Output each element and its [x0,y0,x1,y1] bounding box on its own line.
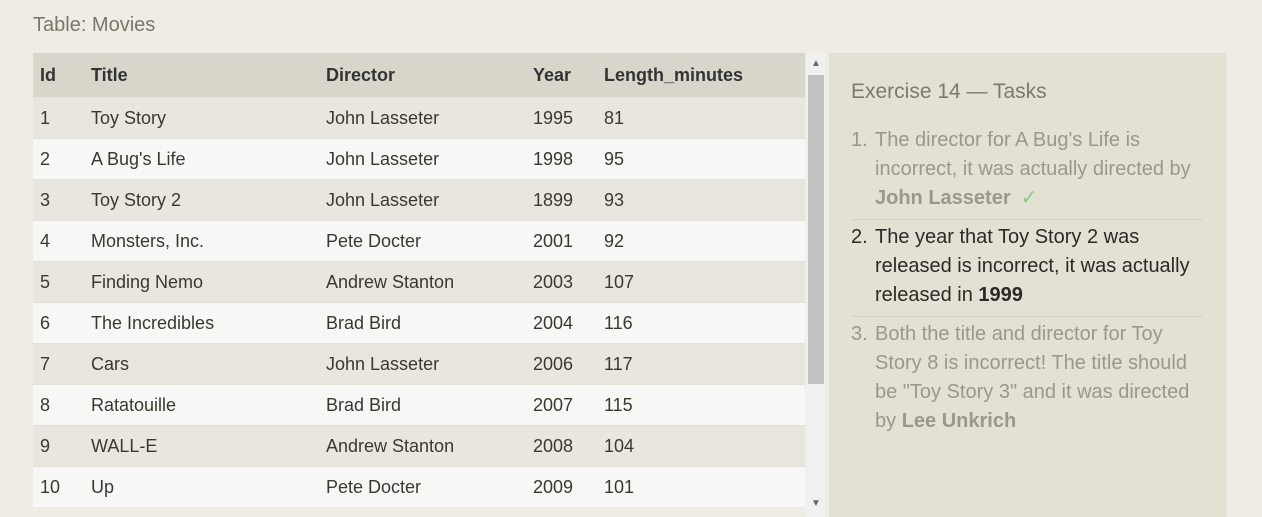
cell-year: 2001 [533,220,604,262]
task-number: 2. [851,226,868,248]
cell-title: Finding Nemo [91,261,326,303]
cell-director: Pete Docter [326,466,533,507]
cell-length: 104 [604,425,805,467]
cell-year: 1899 [533,179,604,221]
cell-director: Andrew Stanton [326,425,533,467]
cell-year: 2009 [533,466,604,507]
cell-title: Toy Story 2 [91,179,326,221]
tasks-list: 1. The director for A Bug's Life is inco… [851,123,1203,442]
table-row: 1 Toy Story John Lasseter 1995 81 [33,97,805,139]
cell-length: 92 [604,220,805,262]
table-caption: Table: Movies [33,14,156,36]
cell-id: 2 [33,138,91,180]
cell-length: 117 [604,343,805,385]
cell-id: 8 [33,384,91,426]
column-header-id: Id [33,53,91,98]
task-description: The year that Toy Story 2 was released i… [875,226,1190,306]
cell-year: 1995 [533,97,604,139]
task-number: 3. [851,323,868,345]
cell-length: 93 [604,179,805,221]
cell-id: 7 [33,343,91,385]
table-row: 3 Toy Story 2 John Lasseter 1899 93 [33,179,805,221]
movies-table-container[interactable]: Id Title Director Year Length_minutes 1 … [33,53,805,517]
scroll-up-arrow-icon[interactable]: ▲ [811,58,821,69]
cell-year: 2003 [533,261,604,303]
task-answer: Lee Unkrich [901,410,1017,432]
cell-id: 10 [33,466,91,507]
cell-title: Toy Story [91,97,326,139]
cell-director: Brad Bird [326,384,533,426]
cell-director: John Lasseter [326,343,533,385]
cell-title: Monsters, Inc. [91,220,326,262]
table-row: 4 Monsters, Inc. Pete Docter 2001 92 [33,220,805,262]
table-row: 6 The Incredibles Brad Bird 2004 116 [33,302,805,344]
column-header-year: Year [533,53,604,98]
table-row: 9 WALL-E Andrew Stanton 2008 104 [33,425,805,467]
table-header-row: Id Title Director Year Length_minutes [33,53,805,98]
cell-id: 5 [33,261,91,303]
table-row: 2 A Bug's Life John Lasseter 1998 95 [33,138,805,180]
cell-title: WALL-E [91,425,326,467]
cell-id: 6 [33,302,91,344]
checkmark-icon: ✓ [1020,187,1038,209]
cell-year: 1998 [533,138,604,180]
cell-year: 2004 [533,302,604,344]
cell-id: 3 [33,179,91,221]
task-item-2: 2. The year that Toy Story 2 was release… [851,220,1203,317]
tasks-title: Exercise 14 — Tasks [851,80,1047,103]
cell-director: Brad Bird [326,302,533,344]
cell-length: 115 [604,384,805,426]
cell-year: 2006 [533,343,604,385]
cell-year: 2008 [533,425,604,467]
task-number: 1. [851,129,868,151]
task-text: Both the title and director for Toy Stor… [875,320,1203,436]
cell-year: 2007 [533,384,604,426]
cell-length: 101 [604,466,805,507]
column-header-director: Director [326,53,533,98]
cell-length: 107 [604,261,805,303]
scroll-down-arrow-icon[interactable]: ▼ [811,498,821,509]
cell-director: Andrew Stanton [326,261,533,303]
table-row: 5 Finding Nemo Andrew Stanton 2003 107 [33,261,805,303]
cell-length: 95 [604,138,805,180]
scrollbar-thumb[interactable] [808,75,824,384]
table-row: 8 Ratatouille Brad Bird 2007 115 [33,384,805,426]
cell-director: Pete Docter [326,220,533,262]
task-item-3: 3. Both the title and director for Toy S… [851,317,1203,442]
cell-director: John Lasseter [326,97,533,139]
table-scrollbar[interactable]: ▲ ▼ [806,53,826,517]
cell-title: Up [91,466,326,507]
cell-title: Ratatouille [91,384,326,426]
cell-title: A Bug's Life [91,138,326,180]
task-answer: 1999 [978,284,1023,306]
cell-title: Cars [91,343,326,385]
cell-id: 9 [33,425,91,467]
task-text: The year that Toy Story 2 was released i… [875,223,1203,310]
task-text: The director for A Bug's Life is incorre… [875,126,1203,213]
cell-length: 81 [604,97,805,139]
task-description: Both the title and director for Toy Stor… [875,323,1190,432]
cell-length: 116 [604,302,805,344]
cell-director: John Lasseter [326,138,533,180]
cell-director: John Lasseter [326,179,533,221]
table-row: 7 Cars John Lasseter 2006 117 [33,343,805,385]
task-item-1: 1. The director for A Bug's Life is inco… [851,123,1203,220]
cell-id: 4 [33,220,91,262]
table-row: 10 Up Pete Docter 2009 101 [33,466,805,507]
column-header-length-minutes: Length_minutes [604,53,805,98]
cell-title: The Incredibles [91,302,326,344]
task-answer: John Lasseter [875,187,1011,209]
column-header-title: Title [91,53,326,98]
tasks-panel: Exercise 14 — Tasks 1. The director for … [829,53,1226,517]
cell-id: 1 [33,97,91,139]
movies-table: Id Title Director Year Length_minutes 1 … [33,53,805,507]
task-description: The director for A Bug's Life is incorre… [875,129,1191,180]
